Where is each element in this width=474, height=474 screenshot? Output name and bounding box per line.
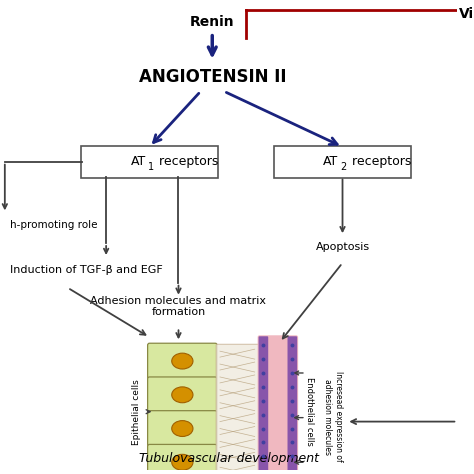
FancyBboxPatch shape	[259, 336, 268, 474]
FancyBboxPatch shape	[288, 336, 297, 474]
FancyBboxPatch shape	[147, 410, 217, 447]
Text: AT: AT	[130, 155, 146, 168]
Text: ANGIOTENSIN II: ANGIOTENSIN II	[138, 68, 286, 86]
Text: Tubulovascular development: Tubulovascular development	[139, 452, 319, 465]
Text: Renin: Renin	[190, 15, 235, 29]
FancyBboxPatch shape	[274, 146, 411, 178]
Text: Endothelial cells: Endothelial cells	[305, 377, 314, 446]
Ellipse shape	[172, 353, 193, 369]
Text: 2: 2	[341, 162, 347, 172]
Ellipse shape	[172, 420, 193, 437]
Text: Induction of TGF-β and EGF: Induction of TGF-β and EGF	[9, 265, 163, 275]
Text: AT: AT	[323, 155, 338, 168]
FancyBboxPatch shape	[147, 445, 217, 474]
Text: 1: 1	[147, 162, 154, 172]
FancyBboxPatch shape	[81, 146, 218, 178]
FancyBboxPatch shape	[147, 377, 217, 413]
FancyBboxPatch shape	[216, 344, 259, 474]
Text: receptors: receptors	[348, 155, 412, 168]
Text: Apoptosis: Apoptosis	[316, 242, 370, 252]
FancyBboxPatch shape	[257, 335, 298, 474]
FancyBboxPatch shape	[147, 343, 217, 379]
Text: receptors: receptors	[155, 155, 219, 168]
Text: h-promoting role: h-promoting role	[9, 220, 97, 230]
Text: Incresead expression of
adhesion molecules: Incresead expression of adhesion molecul…	[323, 371, 343, 462]
Text: Epithelial cells: Epithelial cells	[132, 379, 140, 445]
Text: Adhesion molecules and matrix
formation: Adhesion molecules and matrix formation	[91, 296, 266, 317]
Ellipse shape	[172, 455, 193, 470]
Text: Vi: Vi	[459, 7, 474, 21]
Ellipse shape	[172, 387, 193, 403]
